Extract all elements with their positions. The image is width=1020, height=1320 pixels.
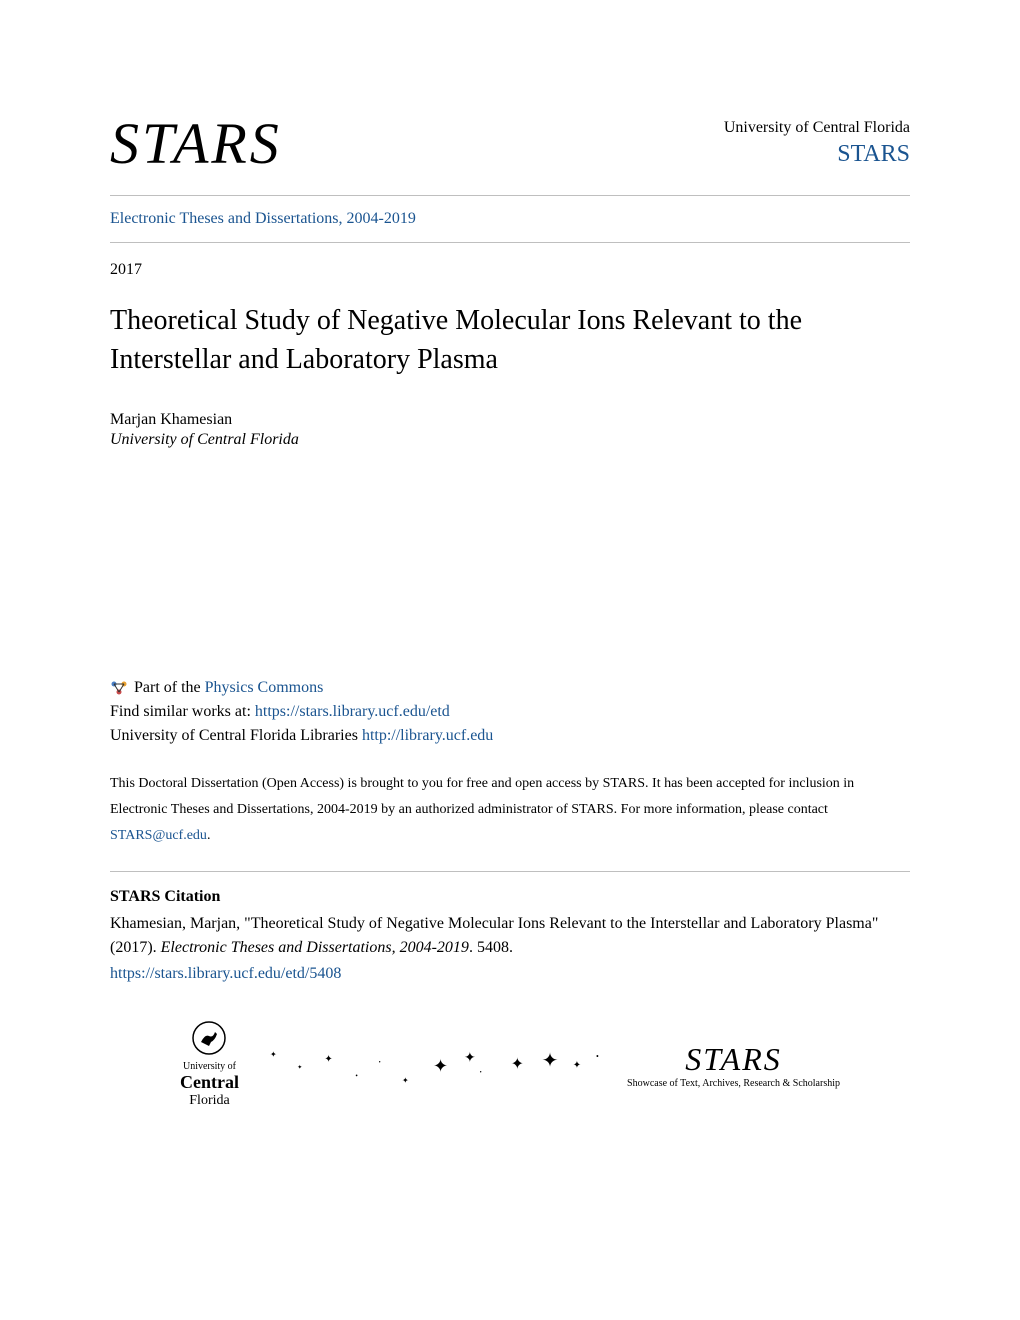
ucf-central-word: Central: [180, 1072, 239, 1093]
citation-series: Electronic Theses and Dissertations, 200…: [161, 939, 469, 956]
page-header: STARS University of Central Florida STAR…: [110, 110, 910, 177]
university-name: University of Central Florida: [724, 119, 910, 137]
access-statement: This Doctoral Dissertation (Open Access)…: [110, 771, 910, 849]
contact-email-link[interactable]: STARS@ucf.edu: [110, 828, 207, 843]
citation-url-link[interactable]: https://stars.library.ucf.edu/etd/5408: [110, 962, 910, 986]
stars-footer-logo-block: STARS Showcase of Text, Archives, Resear…: [627, 1041, 840, 1089]
citation-number: . 5408.: [469, 939, 513, 956]
stars-tagline: Showcase of Text, Archives, Research & S…: [627, 1078, 840, 1089]
access-text-after: .: [207, 828, 211, 843]
stars-footer-logo: STARS: [627, 1041, 840, 1078]
stars-logo: STARS: [110, 110, 282, 177]
library-link[interactable]: http://library.ucf.edu: [362, 727, 493, 744]
ucf-logo: University of Central Florida: [180, 1020, 239, 1109]
spacer: [110, 449, 910, 679]
document-title: Theoretical Study of Negative Molecular …: [110, 301, 910, 379]
breadcrumb-section: Electronic Theses and Dissertations, 200…: [110, 196, 910, 242]
header-right: University of Central Florida STARS: [724, 119, 910, 168]
citation-heading: STARS Citation: [110, 888, 910, 906]
ucf-university-word: University of: [180, 1061, 239, 1072]
stars-link[interactable]: STARS: [837, 141, 910, 167]
divider: [110, 871, 910, 872]
physics-commons-link[interactable]: Physics Commons: [205, 679, 324, 697]
ucf-florida-word: Florida: [180, 1093, 239, 1109]
author-affiliation: University of Central Florida: [110, 431, 910, 449]
access-text-before: This Doctoral Dissertation (Open Access)…: [110, 776, 854, 817]
similar-prefix: Find similar works at:: [110, 703, 255, 720]
author-name: Marjan Khamesian: [110, 411, 910, 429]
commons-line: Part of the Physics Commons: [110, 679, 910, 697]
footer-logos: University of Central Florida ✦ ✦ ✦ • • …: [110, 1010, 910, 1109]
publication-year: 2017: [110, 243, 910, 301]
library-line: University of Central Florida Libraries …: [110, 727, 910, 745]
citation-text: Khamesian, Marjan, "Theoretical Study of…: [110, 912, 910, 986]
breadcrumb-link[interactable]: Electronic Theses and Dissertations, 200…: [110, 210, 416, 227]
similar-works-line: Find similar works at: https://stars.lib…: [110, 703, 910, 721]
similar-works-link[interactable]: https://stars.library.ucf.edu/etd: [255, 703, 450, 720]
star-trail-decoration: ✦ ✦ ✦ • • ✦ ✦ ✦ • ✦ ✦ ✦ •: [239, 1040, 627, 1090]
network-icon: [110, 679, 128, 697]
commons-prefix: Part of the: [134, 679, 201, 697]
library-prefix: University of Central Florida Libraries: [110, 727, 362, 744]
pegasus-icon: [191, 1020, 227, 1056]
